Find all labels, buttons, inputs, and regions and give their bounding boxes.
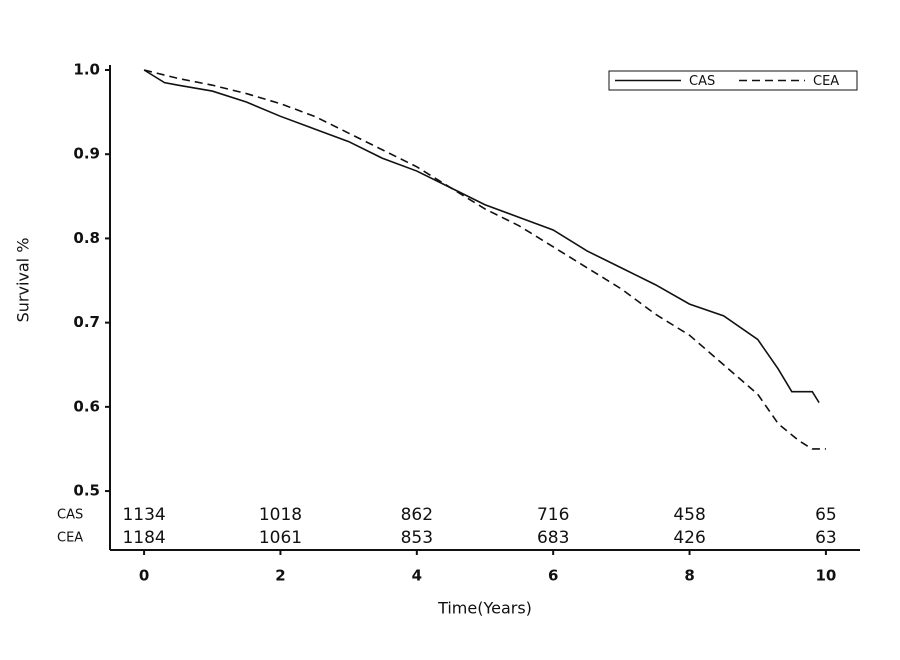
- at-risk-count: 853: [401, 528, 433, 548]
- y-axis-label: Survival %: [14, 238, 33, 323]
- x-tick-label: 10: [815, 567, 836, 585]
- y-tick-label: 0.5: [73, 482, 100, 500]
- y-tick-label: 0.6: [73, 397, 100, 415]
- legend-label: CAS: [689, 74, 715, 89]
- at-risk-label: CEA: [57, 531, 83, 546]
- legend-label: CEA: [813, 74, 839, 89]
- at-risk-count: 862: [401, 505, 433, 525]
- at-risk-label: CAS: [57, 508, 83, 523]
- survival-line: [143, 69, 820, 404]
- at-risk-count: 426: [673, 528, 705, 548]
- survival-line: [143, 69, 826, 450]
- x-tick-label: 8: [684, 567, 694, 585]
- x-axis-label: Time(Years): [437, 599, 532, 618]
- x-tick-label: 4: [412, 567, 422, 585]
- y-tick-label: 0.8: [73, 229, 100, 247]
- y-tick-label: 0.9: [73, 145, 100, 163]
- y-tick-label: 0.7: [73, 313, 100, 331]
- at-risk-count: 63: [815, 528, 837, 548]
- y-tick-label: 1.0: [73, 61, 100, 79]
- x-tick-label: 2: [275, 567, 285, 585]
- legend-box: [608, 70, 858, 91]
- at-risk-count: 716: [537, 505, 569, 525]
- at-risk-count: 1184: [122, 528, 165, 548]
- at-risk-count: 1134: [122, 505, 165, 525]
- at-risk-count: 65: [815, 505, 837, 525]
- at-risk-count: 1018: [259, 505, 302, 525]
- x-tick-label: 6: [548, 567, 558, 585]
- at-risk-count: 683: [537, 528, 569, 548]
- at-risk-count: 458: [673, 505, 705, 525]
- at-risk-count: 1061: [259, 528, 302, 548]
- x-tick-label: 0: [139, 567, 149, 585]
